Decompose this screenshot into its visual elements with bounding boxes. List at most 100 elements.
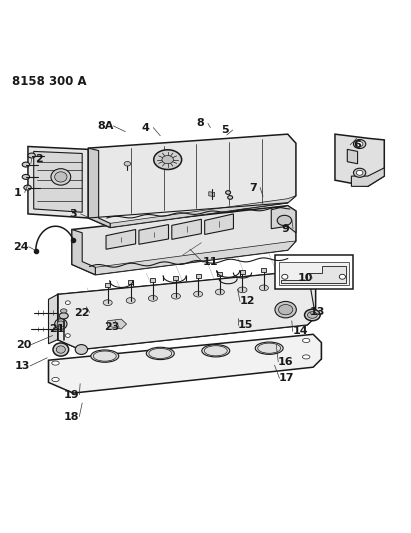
Polygon shape xyxy=(48,334,321,393)
Ellipse shape xyxy=(339,274,345,279)
Ellipse shape xyxy=(56,346,65,353)
Text: 11: 11 xyxy=(203,257,218,268)
Ellipse shape xyxy=(171,293,180,299)
Ellipse shape xyxy=(57,321,65,327)
Ellipse shape xyxy=(356,171,363,175)
Polygon shape xyxy=(95,241,296,274)
Ellipse shape xyxy=(91,350,119,362)
Text: 2: 2 xyxy=(35,154,43,164)
Text: 9: 9 xyxy=(282,224,290,233)
Ellipse shape xyxy=(22,174,30,180)
Polygon shape xyxy=(271,206,296,233)
Ellipse shape xyxy=(226,191,231,195)
Text: 17: 17 xyxy=(279,373,295,383)
Ellipse shape xyxy=(356,142,363,147)
Polygon shape xyxy=(58,271,316,350)
Text: 23: 23 xyxy=(104,322,120,333)
Text: 16: 16 xyxy=(278,357,293,367)
Text: 12: 12 xyxy=(240,296,255,306)
Ellipse shape xyxy=(194,291,203,297)
Text: 8158 300 A: 8158 300 A xyxy=(12,75,86,88)
Text: 15: 15 xyxy=(238,320,254,330)
Polygon shape xyxy=(205,214,233,235)
Ellipse shape xyxy=(302,355,310,359)
Polygon shape xyxy=(139,224,169,244)
Polygon shape xyxy=(106,230,136,249)
Ellipse shape xyxy=(302,338,310,343)
Text: 13: 13 xyxy=(15,361,30,371)
FancyBboxPatch shape xyxy=(173,276,178,280)
Text: 8A: 8A xyxy=(98,121,114,131)
Polygon shape xyxy=(172,219,201,239)
Ellipse shape xyxy=(307,312,317,318)
Ellipse shape xyxy=(59,313,68,319)
Ellipse shape xyxy=(103,300,112,305)
Polygon shape xyxy=(110,196,296,228)
Text: 20: 20 xyxy=(16,340,32,350)
Ellipse shape xyxy=(282,274,288,279)
Ellipse shape xyxy=(75,345,88,354)
Text: 5: 5 xyxy=(222,125,229,135)
Ellipse shape xyxy=(51,168,71,185)
Ellipse shape xyxy=(124,161,131,166)
Ellipse shape xyxy=(52,361,59,365)
Ellipse shape xyxy=(305,309,320,321)
FancyBboxPatch shape xyxy=(261,268,266,272)
Polygon shape xyxy=(34,151,82,212)
Ellipse shape xyxy=(148,295,157,301)
Ellipse shape xyxy=(22,162,30,167)
Polygon shape xyxy=(88,134,296,228)
Text: 13: 13 xyxy=(309,306,325,317)
Polygon shape xyxy=(88,148,110,228)
Polygon shape xyxy=(279,262,349,285)
Text: 3: 3 xyxy=(69,209,77,219)
Ellipse shape xyxy=(353,140,366,149)
Polygon shape xyxy=(108,319,127,329)
Polygon shape xyxy=(335,134,384,187)
FancyBboxPatch shape xyxy=(217,272,222,276)
Polygon shape xyxy=(209,192,215,197)
Ellipse shape xyxy=(154,150,182,169)
Ellipse shape xyxy=(215,289,224,295)
Ellipse shape xyxy=(255,342,283,354)
Polygon shape xyxy=(58,271,316,350)
Ellipse shape xyxy=(277,215,292,225)
Ellipse shape xyxy=(55,172,67,182)
Text: 18: 18 xyxy=(64,411,80,422)
Ellipse shape xyxy=(52,377,59,382)
Ellipse shape xyxy=(146,348,174,360)
Text: 24: 24 xyxy=(14,242,29,252)
Text: 4: 4 xyxy=(142,123,150,133)
Ellipse shape xyxy=(53,343,69,356)
Polygon shape xyxy=(347,149,358,164)
Ellipse shape xyxy=(28,153,35,158)
Polygon shape xyxy=(281,266,346,283)
Ellipse shape xyxy=(24,185,31,190)
FancyBboxPatch shape xyxy=(240,270,245,274)
FancyBboxPatch shape xyxy=(150,278,155,282)
Ellipse shape xyxy=(228,196,233,199)
Polygon shape xyxy=(48,294,58,344)
Ellipse shape xyxy=(162,156,173,164)
Ellipse shape xyxy=(353,168,366,177)
Ellipse shape xyxy=(65,334,70,337)
Ellipse shape xyxy=(126,297,135,303)
Text: 6: 6 xyxy=(353,140,362,150)
Text: 14: 14 xyxy=(292,326,308,336)
Ellipse shape xyxy=(275,302,296,318)
FancyBboxPatch shape xyxy=(105,282,110,287)
Polygon shape xyxy=(72,206,296,274)
FancyBboxPatch shape xyxy=(275,255,353,289)
Ellipse shape xyxy=(55,319,67,329)
Ellipse shape xyxy=(238,287,247,293)
Text: 21: 21 xyxy=(49,324,65,334)
Ellipse shape xyxy=(259,285,268,290)
Ellipse shape xyxy=(60,309,67,313)
Polygon shape xyxy=(28,147,88,218)
Text: 1: 1 xyxy=(14,188,21,198)
FancyBboxPatch shape xyxy=(128,280,133,285)
FancyBboxPatch shape xyxy=(196,274,201,278)
Text: 8: 8 xyxy=(197,118,204,128)
Ellipse shape xyxy=(202,345,230,357)
Text: 7: 7 xyxy=(249,183,256,192)
